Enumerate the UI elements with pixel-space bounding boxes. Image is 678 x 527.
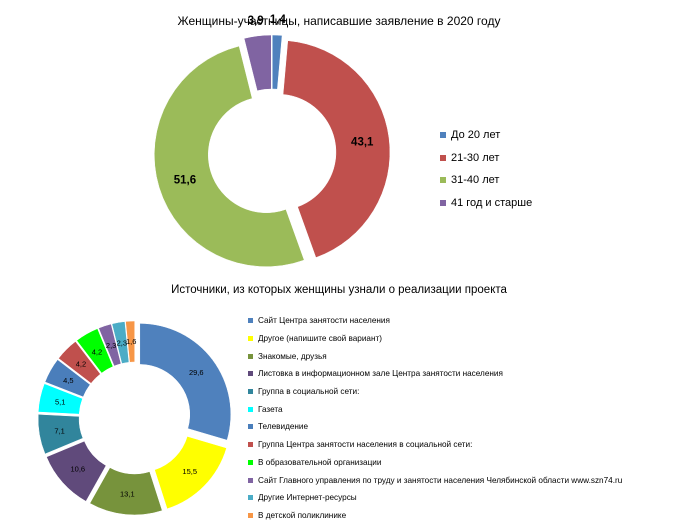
sources-legend-entry-5: Газета — [248, 400, 622, 418]
sources-legend-label-2: Знакомые, друзья — [258, 351, 327, 361]
sources-legend-swatch-4 — [248, 389, 253, 395]
sources-legend-entry-0: Сайт Центра занятости населения — [248, 312, 622, 330]
sources-legend-entry-9: Сайт Главного управления по труду и заня… — [248, 471, 622, 489]
sources-legend-label-4: Группа в социальной сети: — [258, 387, 360, 397]
age-legend-label-0: До 20 лет — [451, 129, 501, 142]
sources-legend-entry-1: Другое (напишите свой вариант) — [248, 330, 622, 348]
sources-legend-swatch-3 — [248, 371, 253, 377]
chart-title-sources: Источники, из которых женщины узнали о р… — [171, 284, 507, 296]
age-data-label-3: 3,9 — [248, 15, 264, 27]
sources-legend-entry-10: Другие Интернет-ресурсы — [248, 489, 622, 507]
sources-legend-entry-11: В детской поликлинике — [248, 507, 622, 525]
sources-legend-label-0: Сайт Центра занятости населения — [258, 316, 390, 326]
age-slice-2 — [154, 45, 305, 267]
sources-legend-label-6: Телевидение — [258, 422, 309, 432]
sources-legend-label-11: В детской поликлинике — [258, 510, 347, 520]
age-legend-entry-0: До 20 лет — [440, 124, 532, 147]
sources-legend-label-8: В образовательной организации — [258, 457, 382, 467]
age-legend-swatch-2 — [440, 177, 446, 184]
age-slice-1 — [282, 40, 391, 258]
age-legend-label-2: 31-40 лет — [451, 174, 500, 187]
age-data-label-2: 51,6 — [174, 175, 196, 187]
sources-legend-label-5: Газета — [258, 404, 283, 414]
sources-legend-swatch-8 — [248, 459, 253, 465]
sources-legend-label-7: Группа Центра занятости населения в соци… — [258, 440, 473, 450]
sources-legend-swatch-5 — [248, 406, 253, 412]
age-legend-entry-1: 21-30 лет — [440, 147, 532, 170]
sources-legend-entry-2: Знакомые, друзья — [248, 347, 622, 365]
sources-legend-entry-7: Группа Центра занятости населения в соци… — [248, 436, 622, 454]
sources-legend-swatch-2 — [248, 353, 253, 359]
age-legend-entry-2: 31-40 лет — [440, 169, 532, 192]
sources-legend-swatch-1 — [248, 336, 253, 342]
sources-legend-label-9: Сайт Главного управления по труду и заня… — [258, 475, 623, 485]
sources-legend-label-3: Листовка в информационном зале Центра за… — [258, 369, 503, 379]
age-legend-label-1: 21-30 лет — [451, 151, 500, 164]
age-legend-swatch-3 — [440, 199, 446, 206]
sources-legend-swatch-10 — [248, 495, 253, 501]
sources-legend-swatch-6 — [248, 424, 253, 430]
sources-legend-swatch-0 — [248, 318, 253, 324]
age-data-label-0: 1,4 — [270, 14, 287, 26]
sources-legend-entry-6: Телевидение — [248, 418, 622, 436]
sources-legend-swatch-7 — [248, 442, 253, 448]
sources-legend-swatch-11 — [248, 512, 253, 518]
age-legend-entry-3: 41 год и старше — [440, 192, 532, 215]
sources-legend-label-1: Другое (напишите свой вариант) — [258, 334, 382, 344]
sources-legend-entry-3: Листовка в информационном зале Центра за… — [248, 365, 622, 383]
age-legend-swatch-0 — [440, 132, 446, 139]
age-slice-0 — [272, 34, 283, 90]
age-data-label-1: 43,1 — [351, 136, 374, 148]
sources-legend-entry-8: В образовательной организации — [248, 454, 622, 472]
chart-title-age: Женщины-участницы, написавшие заявление … — [177, 14, 501, 28]
legend-sources: Сайт Центра занятости населения Другое (н… — [248, 312, 622, 524]
sources-legend-label-10: Другие Интернет-ресурсы — [258, 493, 357, 503]
age-legend-swatch-1 — [440, 154, 446, 161]
sources-legend-entry-4: Группа в социальной сети: — [248, 383, 622, 401]
age-legend-label-3: 41 год и старше — [451, 196, 533, 209]
legend-age: До 20 лет 21-30 лет 31-40 лет 41 год и стар… — [440, 124, 532, 214]
age-slice-3 — [243, 34, 272, 92]
sources-legend-swatch-9 — [248, 477, 253, 483]
